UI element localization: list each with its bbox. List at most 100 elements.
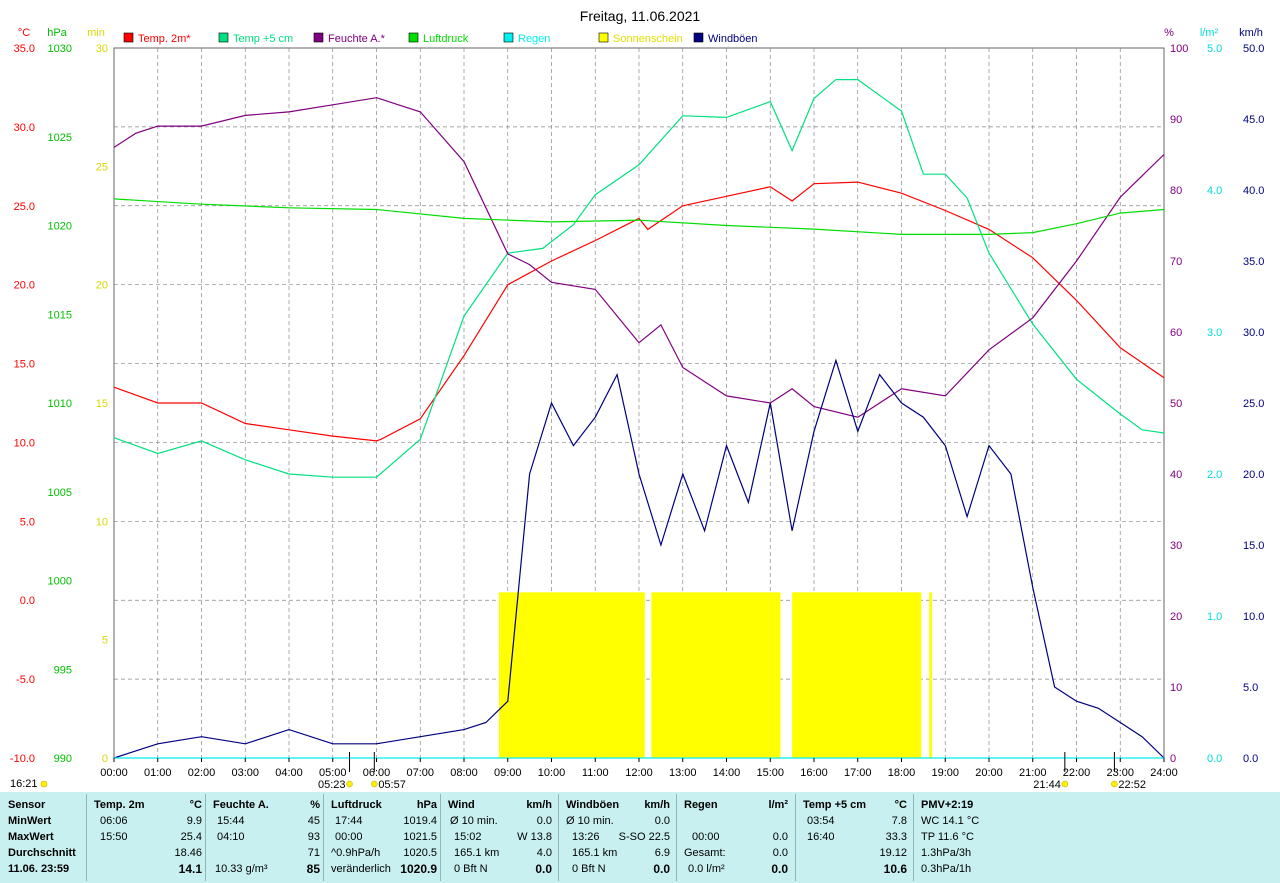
series-line-temp-5-cm — [113, 78, 1165, 478]
x-tick-label: 03:00 — [231, 767, 259, 779]
stats-luftdruck-unit: hPa — [416, 799, 437, 811]
axis-tick-wind: 10.0 — [1243, 611, 1264, 623]
stats-feuchte-min: 45 — [307, 815, 320, 827]
stats-luftdruck-now: 1020.9 — [400, 862, 437, 876]
sunshine-bar — [499, 592, 645, 758]
stats-wind-unit: km/h — [526, 799, 552, 811]
stats-pmv-trend1h: 0.3hPa/1h — [921, 863, 972, 875]
stats-divider — [86, 794, 87, 881]
stats-divider — [676, 794, 677, 881]
stats-temp5cm: Temp +5 cm °C 03:54 7.8 16:40 33.3 19.12… — [797, 792, 911, 883]
axis-tick-rain: 2.0 — [1207, 469, 1222, 481]
axis-tick-humidity: 0 — [1170, 753, 1176, 765]
stats-wind: Wind km/h Ø 10 min. 0.0 15:02 W 13.8 165… — [442, 792, 556, 883]
series-line-luftdruck — [113, 198, 1165, 235]
series-line-windb-en — [113, 358, 1165, 759]
series-line-feuchte-a- — [113, 97, 1165, 418]
stats-temp5cm-max-time: 16:40 — [807, 831, 835, 843]
sunshine-bar — [651, 592, 781, 758]
axis-tick-wind: 50.0 — [1243, 43, 1264, 55]
stats-windboeen-mean: 6.9 — [654, 847, 670, 859]
stats-divider — [795, 794, 796, 881]
stats-feuchte-max: 93 — [307, 831, 320, 843]
axis-unit-rain: l/m² — [1200, 27, 1219, 39]
stats-temp2m-now: 14.1 — [178, 862, 202, 876]
axis-tick-humidity: 40 — [1170, 469, 1182, 481]
axis-tick-sun: 20 — [96, 280, 108, 292]
axis-tick-humidity: 100 — [1170, 43, 1188, 55]
axis-tick-sun: 15 — [96, 398, 108, 410]
axis-tick-rain: 4.0 — [1207, 185, 1222, 197]
stats-feuchte-max-time: 04:10 — [217, 831, 245, 843]
stats-feuchte-now: 85 — [306, 862, 320, 876]
stats-temp5cm-min-time: 03:54 — [807, 815, 835, 827]
legend-swatch — [218, 32, 229, 43]
axis-unit-wind: km/h — [1239, 27, 1263, 39]
chart-title: Freitag, 11.06.2021 — [580, 8, 701, 24]
legend-label: Temp. 2m* — [138, 33, 191, 45]
chart-legend: Temp. 2m* Temp +5 cm Feuchte A.* Luftdruck R… — [123, 32, 758, 45]
stats-temp5cm-unit: °C — [894, 799, 907, 811]
stats-luftdruck-head: Luftdruck — [331, 799, 382, 811]
axis-tick-temp: 30.0 — [14, 122, 35, 134]
legend-label: Sonnenschein — [613, 33, 683, 45]
stats-divider — [913, 794, 914, 881]
axis-tick-humidity: 50 — [1170, 398, 1182, 410]
x-tick-label: 18:00 — [888, 767, 916, 779]
stats-windboeen-avg: 0.0 — [654, 815, 670, 827]
stats-windboeen-now: 0.0 — [653, 862, 670, 876]
legend-swatch — [503, 32, 514, 43]
axis-tick-humidity: 60 — [1170, 327, 1182, 339]
stats-windboeen-max-time: 13:26 — [572, 831, 600, 843]
axis-tick-pressure: 1015 — [48, 309, 72, 321]
axis-tick-wind: 35.0 — [1243, 256, 1264, 268]
stats-temp2m-min: 9.9 — [186, 815, 202, 827]
stats-luftdruck-max-time: 00:00 — [335, 831, 363, 843]
stats-temp2m-min-time: 06:06 — [100, 815, 128, 827]
stats-luftdruck-min-time: 17:44 — [335, 815, 363, 827]
axis-tick-temp: 35.0 — [14, 43, 35, 55]
legend-swatch — [123, 32, 134, 43]
x-tick-label: 16:00 — [800, 767, 828, 779]
axis-tick-pressure: 1025 — [48, 132, 72, 144]
legend-label: Temp +5 cm — [233, 33, 293, 45]
axis-tick-humidity: 30 — [1170, 540, 1182, 552]
axis-tick-wind: 15.0 — [1243, 540, 1264, 552]
x-tick-label: 00:00 — [100, 767, 128, 779]
x-tick-label: 09:00 — [494, 767, 522, 779]
axis-tick-sun: 30 — [96, 43, 108, 55]
stats-temp2m-max: 25.4 — [180, 831, 202, 843]
stats-temp2m-head: Temp. 2m — [94, 799, 145, 811]
stats-divider — [558, 794, 559, 881]
sunshine-bar — [792, 592, 922, 758]
stats-row-min: MinWert — [8, 815, 52, 827]
stats-windboeen-bft: 0 Bft N — [572, 863, 606, 875]
stats-temp2m-unit: °C — [189, 799, 202, 811]
x-tick-label: 07:00 — [406, 767, 434, 779]
stats-windboeen-max: S-SO 22.5 — [618, 831, 670, 843]
x-tick-label: 11:00 — [582, 767, 609, 779]
stats-row-now: 11.06. 23:59 — [8, 863, 70, 875]
time-label: 16:21 — [10, 778, 38, 790]
weather-chart: Freitag, 11.06.2021 Temp. 2m* Temp +5 cm F… — [10, 8, 1265, 791]
x-tick-label: 05:00 — [319, 767, 347, 779]
stats-temp5cm-now: 10.6 — [883, 862, 907, 876]
stats-temp5cm-max: 33.3 — [885, 831, 907, 843]
axis-tick-humidity: 80 — [1170, 185, 1182, 197]
axis-tick-rain: 1.0 — [1207, 611, 1222, 623]
x-tick-label: 10:00 — [538, 767, 566, 779]
stats-row-max: MaxWert — [8, 831, 54, 843]
x-tick-label: 14:00 — [713, 767, 741, 779]
stats-wind-max: W 13.8 — [517, 831, 552, 843]
stats-temp2m-avg: 18.46 — [174, 847, 202, 859]
stats-wind-head: Wind — [448, 799, 475, 811]
axis-tick-sun: 10 — [96, 516, 108, 528]
stats-row-avg: Durchschnitt — [8, 847, 76, 859]
axis-tick-temp: 15.0 — [14, 359, 35, 371]
axis-tick-pressure: 990 — [54, 753, 72, 765]
stats-regen: Regen l/m² 00:00 0.0 Gesamt: 0.0 0.0 l/m… — [678, 792, 792, 883]
marker-icon-moonset — [1111, 780, 1118, 788]
stats-wind-avg-label: Ø 10 min. — [450, 815, 498, 827]
axis-tick-sun: 0 — [102, 753, 108, 765]
stats-windboeen-run: 165.1 km — [572, 847, 618, 859]
